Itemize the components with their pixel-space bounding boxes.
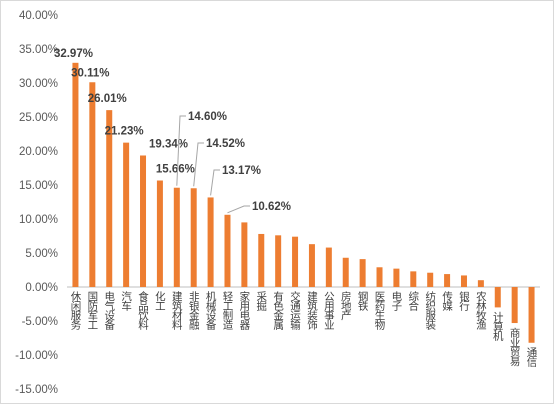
y-tick-label: 5.00% xyxy=(25,248,58,260)
data-label: 15.66% xyxy=(156,164,195,176)
bar xyxy=(460,275,467,287)
data-label: 14.52% xyxy=(206,138,245,150)
data-label: 14.60% xyxy=(188,111,227,123)
category-label: 交通运输 xyxy=(289,290,301,331)
bar xyxy=(359,259,366,287)
bar xyxy=(173,187,180,287)
bar xyxy=(376,267,383,287)
category-label: 轻工制造 xyxy=(221,290,233,330)
category-label: 休闲服务 xyxy=(69,291,81,331)
bar xyxy=(511,287,518,324)
category-label: 公用事业 xyxy=(323,291,335,330)
category-label: 建筑材料 xyxy=(171,290,183,331)
bar xyxy=(308,244,315,287)
category-label: 非银金融 xyxy=(188,291,200,331)
y-tick-label: 15.00% xyxy=(19,180,58,192)
bar xyxy=(292,236,299,287)
y-tick-label: -15.00% xyxy=(15,384,58,396)
data-label-leader xyxy=(227,205,250,214)
category-label: 国防军工 xyxy=(86,291,98,329)
bar xyxy=(444,274,451,287)
category-label: 农林牧渔 xyxy=(475,290,487,331)
y-tick-label: 30.00% xyxy=(19,78,58,90)
category-label: 银行 xyxy=(458,290,470,312)
category-label: 传媒 xyxy=(441,291,453,312)
category-label: 医药生物 xyxy=(374,291,386,331)
category-label: 计算机 xyxy=(492,311,504,342)
bar xyxy=(106,110,113,288)
category-label: 化工 xyxy=(154,290,166,310)
data-label-leader xyxy=(176,115,186,186)
bar xyxy=(241,222,248,287)
bar xyxy=(410,271,417,287)
bar xyxy=(528,287,535,343)
bar xyxy=(477,280,484,287)
bar xyxy=(89,82,96,287)
bar xyxy=(123,142,130,287)
bar xyxy=(72,62,79,287)
bar xyxy=(325,247,332,287)
y-tick-label: 20.00% xyxy=(19,146,58,158)
category-label: 电子 xyxy=(390,290,402,311)
category-label: 家用电器 xyxy=(238,290,250,331)
bar xyxy=(427,272,434,287)
data-label-leader xyxy=(193,142,204,187)
y-tick-label: -5.00% xyxy=(22,316,58,328)
category-label: 纺织服装 xyxy=(424,290,436,331)
category-label: 商业贸易 xyxy=(509,326,521,367)
y-tick-label: 10.00% xyxy=(19,214,58,226)
category-label: 采掘 xyxy=(255,291,267,312)
category-label: 食品饮料 xyxy=(137,290,149,331)
data-label: 10.62% xyxy=(252,201,291,213)
bar xyxy=(224,214,231,287)
category-label: 汽车 xyxy=(120,290,132,312)
bar xyxy=(140,155,147,287)
y-tick-label: -10.00% xyxy=(15,350,58,362)
data-label: 26.01% xyxy=(88,93,127,105)
data-label-leader xyxy=(210,169,220,196)
category-label: 房地产 xyxy=(340,290,352,321)
data-label: 13.17% xyxy=(222,165,261,177)
y-tick-label: 40.00% xyxy=(19,10,58,22)
bar xyxy=(494,287,501,308)
data-label: 30.11% xyxy=(71,67,109,79)
bar xyxy=(393,268,400,287)
category-label: 建筑装饰 xyxy=(306,290,318,331)
category-label: 钢铁 xyxy=(357,290,369,312)
y-tick-label: 35.00% xyxy=(19,44,58,56)
bar xyxy=(156,180,163,287)
bar xyxy=(207,197,214,287)
data-label: 21.23% xyxy=(105,126,144,138)
category-label: 综合 xyxy=(407,290,419,312)
y-tick-label: 0.00% xyxy=(25,282,58,294)
data-label: 32.97% xyxy=(54,48,93,60)
category-label: 机械设备 xyxy=(205,290,217,331)
bar xyxy=(275,235,282,287)
bar xyxy=(342,257,349,287)
y-tick-label: 25.00% xyxy=(19,112,58,124)
category-label: 有色金属 xyxy=(272,290,284,331)
bar xyxy=(258,233,265,287)
category-label: 电气设备 xyxy=(103,290,115,331)
category-label: 通信 xyxy=(526,347,538,368)
bar xyxy=(190,188,197,287)
data-label: 19.34% xyxy=(149,138,188,150)
